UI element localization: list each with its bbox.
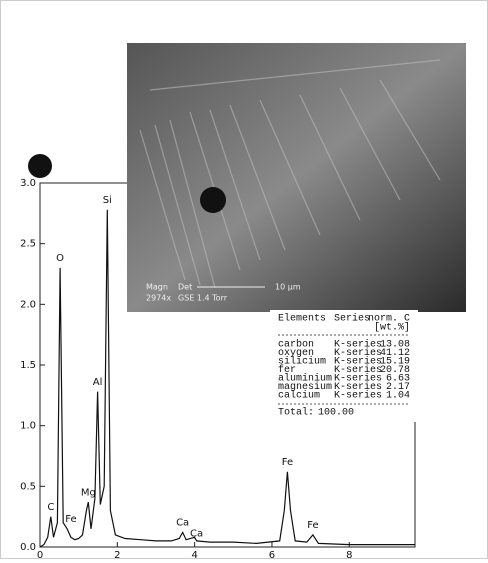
peak-label: Mg	[81, 487, 96, 498]
y-tick-label: 0.5	[20, 481, 36, 492]
x-tick-label: 8	[346, 550, 352, 559]
image-label: 2974x	[146, 294, 171, 303]
peak-label: Ca	[190, 529, 203, 540]
peak-label: Ca	[176, 518, 189, 529]
y-tick-label: 0.0	[20, 542, 36, 553]
x-tick-label: 2	[114, 550, 120, 559]
image-label: 10 µm	[275, 283, 301, 292]
peak-label: Fe	[65, 514, 76, 525]
peak-label: Si	[103, 195, 112, 206]
image-label: GSE 1.4 Torr	[178, 294, 228, 303]
table-cell: K-series	[334, 390, 382, 402]
y-tick-label: 1.5	[20, 360, 36, 371]
peak-label: Al	[93, 377, 103, 388]
table-total: Total:	[278, 407, 314, 419]
peak-label: O	[56, 253, 64, 264]
image-label: Det	[178, 283, 192, 292]
table-cell: 1.04	[386, 391, 410, 402]
x-tick-label: 4	[191, 550, 197, 559]
y-tick-label: 3.0	[20, 178, 36, 189]
dot	[28, 154, 52, 178]
table-header: Elements	[278, 313, 326, 325]
peak-label: Fe	[307, 520, 318, 531]
x-tick-label: 6	[269, 550, 275, 559]
y-tick-label: 2.5	[20, 239, 36, 250]
table-cell: calcium	[278, 390, 320, 402]
y-tick-label: 1.0	[20, 421, 36, 432]
micrograph	[127, 43, 466, 312]
y-tick-label: 2.0	[20, 299, 36, 310]
table-unit: [wt.%]	[374, 322, 410, 334]
table-total: 100.00	[318, 408, 354, 419]
table-header: Series	[334, 313, 370, 325]
figure: 0.0 0.5 1.0 1.5 2.0 2.5 3.0 0 2 4 6 8 C O Fe Mg Al Si CaCa…	[0, 0, 488, 559]
image-label: Magn	[146, 283, 168, 292]
dot	[200, 187, 226, 213]
x-tick-label: 0	[37, 550, 43, 559]
peak-label: C	[47, 502, 54, 513]
sem-image: Magn Det 10 µm 2974x GSE 1.4 Torr	[127, 43, 466, 312]
peak-label: Fe	[282, 457, 293, 468]
